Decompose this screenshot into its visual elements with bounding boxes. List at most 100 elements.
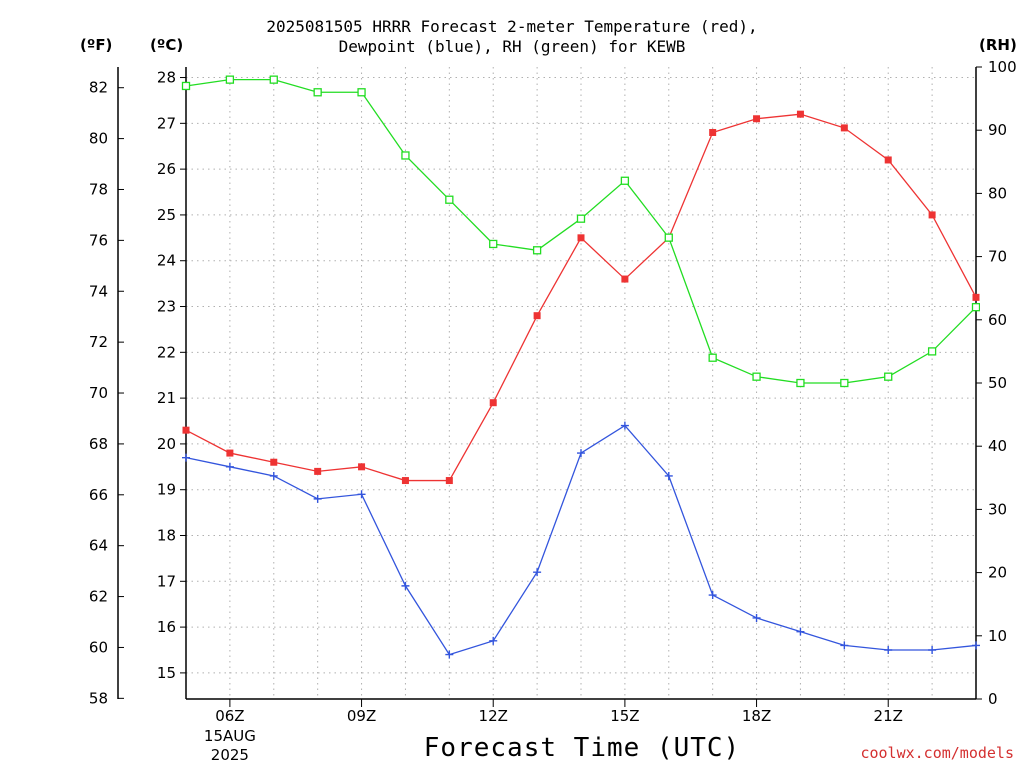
rh-point xyxy=(884,372,893,381)
celsius-tick-label: 17 xyxy=(157,572,176,590)
dewpoint-point xyxy=(269,471,278,480)
series-rh xyxy=(181,75,980,388)
temperature-point xyxy=(358,463,366,471)
temperature-point xyxy=(840,124,848,132)
celsius-tick-label: 27 xyxy=(157,114,176,132)
fahrenheit-tick-label: 68 xyxy=(89,435,108,453)
rh-tick-label: 80 xyxy=(988,184,1007,202)
fahrenheit-tick-label: 66 xyxy=(89,486,108,504)
celsius-tick-label: 15 xyxy=(157,664,176,682)
x-tick-label: 06Z xyxy=(215,707,244,725)
fahrenheit-tick-label: 72 xyxy=(89,333,108,351)
temperature-point xyxy=(314,467,322,475)
dewpoint-point xyxy=(620,421,629,430)
fahrenheit-tick-label: 82 xyxy=(89,79,108,97)
temperature-point xyxy=(753,115,761,123)
temperature-point xyxy=(270,458,278,466)
dewpoint-point xyxy=(357,490,366,499)
chart-subtitle: Dewpoint (blue), RH (green) for KEWB xyxy=(338,37,686,56)
celsius-tick-label: 16 xyxy=(157,618,176,636)
fahrenheit-unit-label: (ºF) xyxy=(80,36,113,54)
dewpoint-point xyxy=(972,641,980,650)
rh-tick-label: 50 xyxy=(988,374,1007,392)
grid xyxy=(186,67,976,699)
temperature-point xyxy=(401,477,409,485)
rh-tick-label: 40 xyxy=(988,437,1007,455)
dewpoint-point xyxy=(401,581,410,590)
rh-point xyxy=(181,81,191,91)
chart-title: 2025081505 HRRR Forecast 2-meter Tempera… xyxy=(266,17,758,36)
temperature-point xyxy=(533,312,541,320)
rh-point xyxy=(489,239,498,249)
dewpoint-point xyxy=(489,636,498,645)
celsius-tick-label: 21 xyxy=(157,389,176,407)
rh-point xyxy=(708,353,717,362)
temperature-point xyxy=(577,234,585,242)
rh-point xyxy=(401,151,410,160)
rh-tick-label: 70 xyxy=(988,248,1007,266)
dewpoint-point xyxy=(928,645,937,654)
temperature-point xyxy=(226,449,234,457)
axes xyxy=(117,66,982,707)
dewpoint-point xyxy=(796,627,805,636)
temperature-point xyxy=(972,293,980,301)
celsius-tick-label: 26 xyxy=(157,160,176,178)
dewpoint-point xyxy=(313,494,322,503)
dewpoint-point xyxy=(664,471,673,480)
fahrenheit-tick-label: 74 xyxy=(89,282,108,300)
fahrenheit-tick-label: 78 xyxy=(89,180,108,198)
temperature-point xyxy=(621,275,629,283)
temperature-point xyxy=(182,426,190,434)
fahrenheit-tick-label: 70 xyxy=(89,384,108,402)
dewpoint-point xyxy=(840,641,849,650)
dewpoint-point xyxy=(752,613,761,622)
rh-point xyxy=(445,195,454,204)
celsius-tick-label: 24 xyxy=(157,252,176,270)
series xyxy=(181,75,980,659)
rh-point xyxy=(576,214,586,223)
fahrenheit-tick-label: 80 xyxy=(89,130,108,148)
rh-tick-label: 20 xyxy=(988,564,1007,582)
credit-text: coolwx.com/models xyxy=(860,744,1014,762)
x-tick-label: 09Z xyxy=(347,707,376,725)
series-dewpoint xyxy=(182,421,980,659)
rh-point xyxy=(927,347,937,356)
tick-labels: 15 16 17 18 19 20 21 22 23 24 25 26 27 28 58 60 62 64 66 68… xyxy=(89,58,1017,764)
dewpoint-point xyxy=(445,650,454,659)
dewpoint-point xyxy=(225,462,234,471)
x-tick-label: 18Z xyxy=(742,707,771,725)
rh-unit-label: (RH) xyxy=(979,36,1017,54)
rh-point xyxy=(532,246,542,255)
rh-tick-label: 90 xyxy=(988,121,1007,139)
rh-point xyxy=(840,378,849,388)
x-axis-label: Forecast Time (UTC) xyxy=(423,733,741,763)
celsius-tick-label: 19 xyxy=(157,481,176,499)
rh-point xyxy=(269,75,278,84)
fahrenheit-tick-label: 58 xyxy=(89,689,108,707)
rh-point xyxy=(225,75,235,84)
celsius-unit-label: (ºC) xyxy=(150,36,184,54)
dewpoint-point xyxy=(708,591,717,600)
series-temperature xyxy=(182,110,980,485)
celsius-tick-label: 28 xyxy=(157,69,176,87)
rh-point xyxy=(796,378,805,388)
rh-tick-label: 100 xyxy=(988,58,1017,76)
celsius-tick-label: 25 xyxy=(157,206,176,224)
temperature-point xyxy=(928,211,936,219)
temperature-point xyxy=(709,128,717,136)
rh-point xyxy=(313,88,322,97)
temperature-point xyxy=(884,156,892,164)
rh-point xyxy=(664,233,673,242)
celsius-tick-label: 18 xyxy=(157,527,176,545)
dewpoint-point xyxy=(533,568,542,577)
rh-point xyxy=(971,303,980,312)
dewpoint-point xyxy=(884,645,893,654)
dewpoint-point xyxy=(182,453,190,462)
x-tick-date-label: 15AUG xyxy=(204,727,256,745)
temperature-point xyxy=(796,110,804,118)
x-tick-label: 15Z xyxy=(610,707,639,725)
rh-tick-label: 30 xyxy=(988,500,1007,518)
fahrenheit-tick-label: 76 xyxy=(89,231,108,249)
celsius-tick-label: 22 xyxy=(157,343,176,361)
